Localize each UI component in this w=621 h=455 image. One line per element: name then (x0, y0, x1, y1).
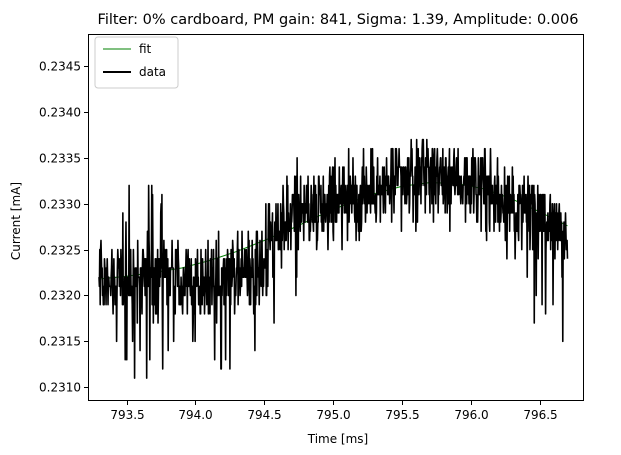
y-axis: 0.2310 0.2315 0.2320 0.2325 0.2330 0.2335 0.23… (39, 60, 88, 395)
legend-data-label: data (139, 65, 166, 79)
y-axis-title: Current [mA] (9, 182, 23, 260)
x-axis-title: Time [ms] (307, 432, 369, 446)
y-tick-label: 0.2345 (39, 60, 81, 74)
y-tick-label: 0.2335 (39, 152, 81, 166)
y-tick-label: 0.2320 (39, 289, 81, 303)
legend-fit-label: fit (139, 42, 152, 56)
y-tick-label: 0.2330 (39, 198, 81, 212)
x-tick-label: 796.5 (523, 408, 557, 422)
x-tick-label: 795.0 (316, 408, 350, 422)
x-tick-label: 796.0 (454, 408, 488, 422)
y-tick-label: 0.2315 (39, 335, 81, 349)
x-axis: 793.5 794.0 794.5 795.0 795.5 796.0 796.5 (110, 401, 558, 422)
y-tick-label: 0.2310 (39, 381, 81, 395)
y-tick-label: 0.2340 (39, 106, 81, 120)
x-tick-label: 795.5 (385, 408, 419, 422)
data-series-line (98, 138, 569, 379)
chart-title: Filter: 0% cardboard, PM gain: 841, Sigm… (98, 12, 579, 28)
plot-area (88, 34, 584, 401)
legend-box (94, 36, 179, 89)
x-tick-label: 794.0 (178, 408, 212, 422)
legend: fit data (94, 36, 179, 89)
y-tick-label: 0.2325 (39, 244, 81, 258)
axes-frame (88, 34, 584, 401)
x-tick-label: 794.5 (247, 408, 281, 422)
data-layer (98, 138, 569, 379)
x-tick-label: 793.5 (110, 408, 144, 422)
